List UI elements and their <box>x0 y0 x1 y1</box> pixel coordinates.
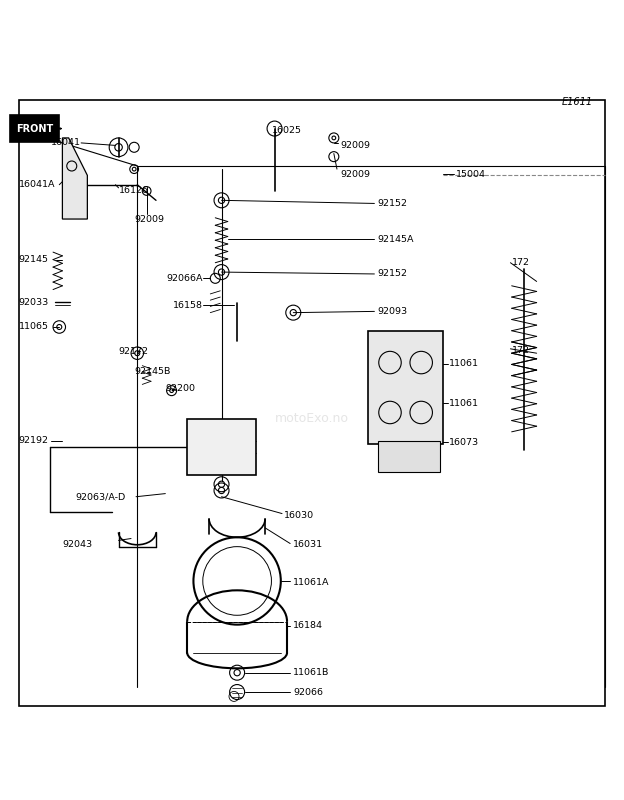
Bar <box>378 441 440 472</box>
Polygon shape <box>62 138 87 219</box>
Text: 92009: 92009 <box>134 214 164 223</box>
Text: 11065: 11065 <box>19 322 49 331</box>
Text: 16031: 16031 <box>293 540 323 550</box>
Text: motoExo.no: motoExo.no <box>275 412 349 426</box>
Text: E1611: E1611 <box>562 98 593 107</box>
Text: 11061: 11061 <box>449 398 479 408</box>
Bar <box>368 331 443 444</box>
Text: 92192: 92192 <box>19 436 49 445</box>
Text: 11061B: 11061B <box>293 668 329 677</box>
Text: 172: 172 <box>512 258 530 267</box>
Text: 92009: 92009 <box>340 141 370 150</box>
Text: 11061: 11061 <box>449 359 479 368</box>
Text: 16041A: 16041A <box>19 180 55 190</box>
Text: 92200: 92200 <box>165 384 195 394</box>
Text: 16041: 16041 <box>51 138 81 147</box>
Text: 92145A: 92145A <box>378 234 414 243</box>
Text: 92152: 92152 <box>378 270 407 278</box>
Text: 11061A: 11061A <box>293 578 329 586</box>
Text: 172: 172 <box>512 346 530 354</box>
FancyBboxPatch shape <box>10 115 59 142</box>
Text: 92145: 92145 <box>19 255 49 264</box>
Text: 16158: 16158 <box>173 301 203 310</box>
Text: 92009: 92009 <box>340 170 370 178</box>
Bar <box>187 418 256 475</box>
Text: 92152: 92152 <box>378 199 407 208</box>
Text: 16030: 16030 <box>284 511 314 520</box>
Text: 92066A: 92066A <box>167 274 203 283</box>
Text: 92043: 92043 <box>62 540 92 550</box>
Text: 16073: 16073 <box>449 438 479 447</box>
Text: 92033: 92033 <box>19 298 49 306</box>
Text: FRONT: FRONT <box>16 123 53 134</box>
Text: 92145B: 92145B <box>134 367 170 377</box>
Text: 92172: 92172 <box>119 347 149 356</box>
Text: 92093: 92093 <box>378 307 407 316</box>
Text: 92063/A-D: 92063/A-D <box>75 492 125 502</box>
Text: 16126: 16126 <box>119 186 149 195</box>
Text: 16184: 16184 <box>293 622 323 630</box>
Text: 92066: 92066 <box>293 687 323 697</box>
Text: 15004: 15004 <box>456 170 485 178</box>
Text: 16025: 16025 <box>271 126 301 135</box>
